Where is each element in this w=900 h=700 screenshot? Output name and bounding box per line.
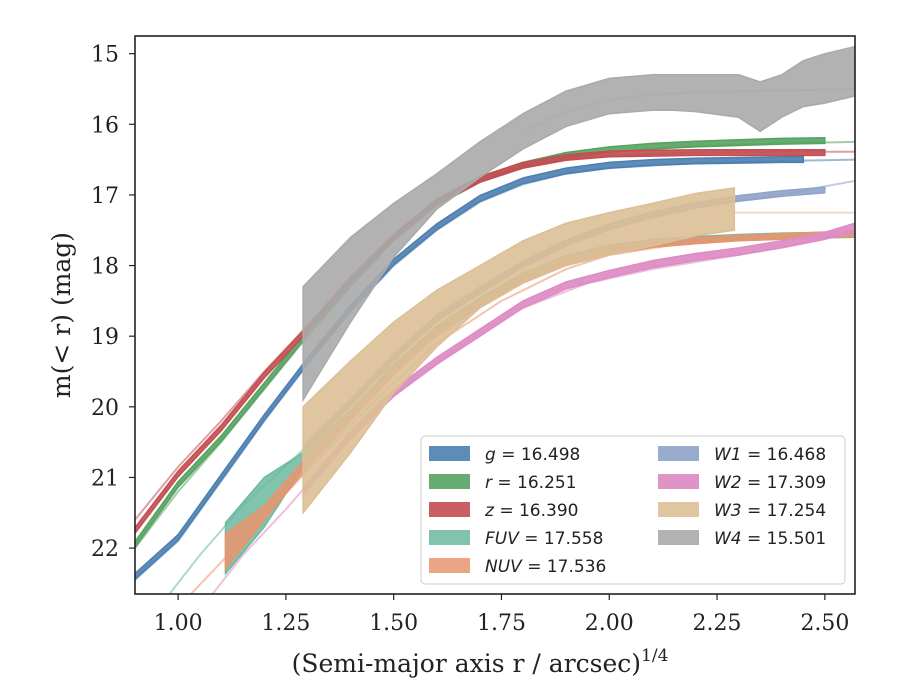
- y-tick-label: 19: [91, 325, 119, 350]
- legend-swatch-w1: [658, 446, 699, 461]
- series-w2: [211, 222, 855, 594]
- legend-swatch-g: [429, 446, 470, 461]
- legend-label-w4: W4 = 15.501: [714, 529, 826, 549]
- x-axis-label-text: (Semi-major axis r / arcsec): [292, 649, 641, 678]
- x-axis-label: (Semi-major axis r / arcsec)1/4: [292, 646, 669, 678]
- series-w4-band: [302, 45, 855, 403]
- series-w3-band: [302, 187, 736, 515]
- legend-label-z: z = 16.390: [484, 501, 578, 521]
- legend-swatch-w2: [658, 474, 699, 489]
- y-tick-label: 15: [91, 43, 119, 68]
- legend-swatch-w3: [658, 502, 699, 517]
- series-w4: [302, 45, 855, 403]
- legend: g = 16.498 r = 16.251 z = 16.390 FUV = 17.5…: [420, 435, 846, 585]
- y-tick-label: 16: [91, 113, 119, 138]
- legend-label-g: g = 16.498: [485, 445, 580, 465]
- series-w2-band: [302, 222, 855, 498]
- legend-label-nuv: NUV = 17.536: [485, 557, 606, 577]
- y-tick-label: 18: [91, 255, 119, 280]
- x-tick-label: 2.50: [800, 611, 849, 636]
- x-tick-label: 1.00: [154, 611, 203, 636]
- x-tick-label: 1.25: [261, 611, 310, 636]
- legend-swatch-w4: [658, 530, 699, 545]
- x-tick-label: 1.75: [477, 611, 526, 636]
- y-tick-label: 17: [91, 184, 119, 209]
- legend-label-w2: W2 = 17.309: [714, 473, 826, 493]
- y-tick-label: 20: [91, 396, 119, 421]
- y-axis: 15 16 17 18 19 20 21 22: [91, 43, 135, 562]
- legend-label-r: r = 16.251: [485, 473, 577, 493]
- legend-label-w1: W1 = 16.468: [714, 445, 826, 465]
- x-tick-label: 1.50: [369, 611, 418, 636]
- legend-swatch-r: [429, 474, 470, 489]
- x-axis-label-superscript: 1/4: [641, 646, 668, 666]
- plot-frame: [134, 35, 856, 595]
- legend-swatch-z: [429, 502, 470, 517]
- x-tick-label: 2.25: [693, 611, 742, 636]
- legend-label-w3: W3 = 17.254: [714, 501, 826, 521]
- legend-swatch-fuv: [429, 530, 470, 545]
- legend-label-fuv: FUV = 17.558: [485, 529, 603, 549]
- y-tick-label: 21: [91, 466, 119, 491]
- y-tick-label: 22: [91, 537, 119, 562]
- x-axis: 1.00 1.25 1.50 1.75 2.00 2.25 2.50: [154, 594, 849, 636]
- series-w3: [302, 187, 855, 515]
- series-layer: [135, 45, 855, 594]
- x-tick-label: 2.00: [585, 611, 634, 636]
- legend-swatch-nuv: [429, 558, 470, 573]
- y-axis-label: m(< r) (mag): [47, 232, 76, 398]
- legend-frame: [420, 435, 846, 585]
